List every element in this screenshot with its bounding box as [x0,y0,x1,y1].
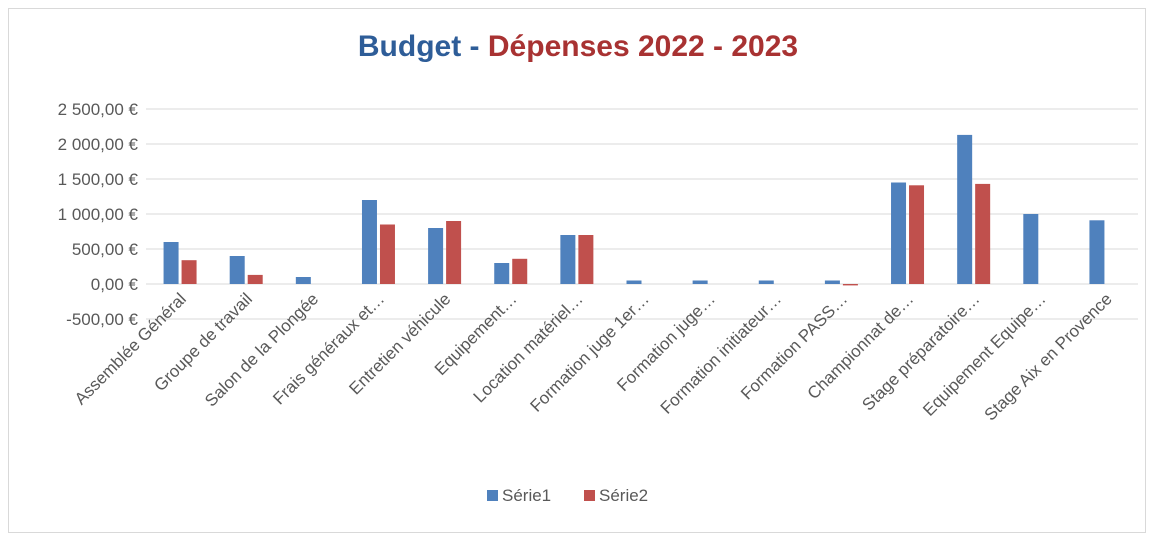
x-category-label: Formation initiateur… [657,289,785,417]
bar-serie1 [229,256,245,284]
bar-serie1 [891,182,907,284]
bar-serie1 [626,280,642,284]
chart-frame [8,8,1146,533]
bar-serie2 [379,224,395,284]
bar-serie2 [446,221,462,284]
bar-serie2 [512,258,528,284]
bar-serie1 [428,228,444,284]
x-category-label: Stage Aix en Provence [981,289,1116,424]
bar-serie1 [295,277,311,284]
bar-serie1 [692,280,708,284]
y-tick-label: 500,00 € [72,240,139,259]
chart-title-separator: - [461,30,488,63]
legend-label: Série2 [599,486,648,505]
y-tick-label: 1 000,00 € [58,205,139,224]
chart-title: Budget - Dépenses 2022 - 2023 [0,30,1156,64]
bar-serie1 [494,263,510,284]
bar-serie1 [824,280,840,284]
x-category-label: Equipement Equipe… [919,289,1049,419]
x-category-label: Location matériel… [470,289,587,406]
bar-serie1 [1023,214,1039,284]
y-tick-label: 0,00 € [91,275,139,294]
x-category-label: Assemblée Général [71,289,190,408]
legend-swatch [487,490,498,501]
bar-serie1 [361,200,377,284]
x-category-label: Formation juge 1er… [526,289,652,415]
x-category-label: Frais généraux et… [269,289,388,408]
bar-serie2 [909,185,925,284]
legend-label: Série1 [502,486,551,505]
bar-serie2 [247,274,263,284]
bar-serie1 [957,134,973,284]
bar-serie1 [560,235,576,284]
y-tick-label: 1 500,00 € [58,170,139,189]
bar-serie1 [758,280,774,284]
chart-title-part1: Budget [357,30,462,63]
y-tick-label: -500,00 € [66,310,138,329]
x-category-label: Stage préparatoire… [858,289,983,414]
y-tick-label: 2 000,00 € [58,135,139,154]
bar-serie2 [842,284,858,286]
legend-swatch [584,490,595,501]
chart-title-part2: Dépenses 2022 - 2023 [487,30,799,63]
bar-serie2 [578,235,594,284]
bar-serie1 [163,242,179,284]
bar-serie1 [1089,220,1105,284]
y-tick-label: 2 500,00 € [58,100,139,119]
bar-serie2 [181,260,197,284]
x-category-label: Salon de la Plongée [201,289,322,410]
bar-serie2 [975,183,991,284]
